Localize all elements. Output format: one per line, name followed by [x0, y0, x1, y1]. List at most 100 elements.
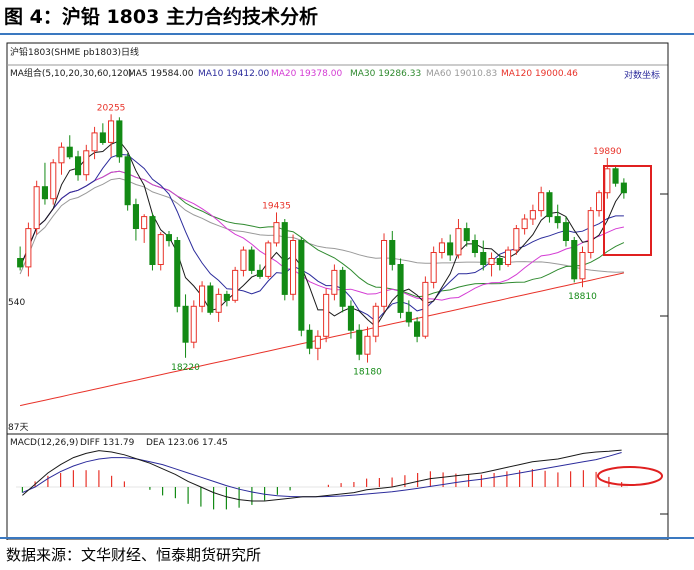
candle-body — [562, 222, 570, 242]
candle-body — [546, 192, 553, 218]
ma30-label: MA30 19286.33 — [350, 69, 421, 79]
candle-body — [165, 234, 172, 242]
price-extreme-label: 18180 — [353, 368, 382, 378]
candle-body — [75, 156, 82, 176]
price-labels-group: 20255 19435 18220 18180 18810 19890 — [97, 103, 622, 377]
candle-body — [463, 228, 470, 242]
candle-body — [364, 335, 371, 355]
candle-body — [149, 216, 156, 266]
symbol-label: 沪铅1803(SHME pb1803)日线 — [10, 46, 139, 58]
candle-body — [480, 252, 487, 265]
figure-title: 图 4：沪铅 1803 主力合约技术分析 — [4, 6, 318, 28]
candle-body — [99, 132, 106, 143]
left-axis-fragment-mid: 540 — [8, 298, 25, 308]
candle-body — [190, 305, 197, 343]
candle-body — [323, 293, 330, 337]
price-extreme-label: 19890 — [593, 147, 622, 157]
price-extreme-label: 18810 — [568, 292, 597, 302]
candle-body — [223, 293, 230, 301]
candle-body — [66, 146, 73, 158]
macd-dea-line — [22, 452, 622, 498]
candle-body — [587, 210, 594, 254]
candle-body — [571, 240, 578, 280]
candle-body — [529, 210, 536, 220]
ma60-label: MA60 19010.83 — [426, 69, 497, 79]
macd-highlight-ellipse — [597, 466, 663, 486]
source-divider — [0, 537, 694, 539]
log-scale-toggle[interactable]: 对数坐标 — [624, 69, 660, 81]
ma20-label: MA20 19378.00 — [271, 69, 342, 79]
title-divider — [0, 33, 694, 35]
candle-body — [579, 252, 586, 280]
ma-group-label: MA组合(5,10,20,30,60,120) — [10, 67, 132, 79]
candle-body — [488, 258, 495, 265]
candle-body — [83, 150, 90, 176]
candle-body — [41, 186, 49, 200]
candle-body — [521, 218, 528, 230]
candle-body — [265, 242, 272, 277]
candle-body — [25, 228, 32, 268]
candle-body — [347, 305, 354, 331]
highlight-box — [603, 165, 652, 256]
left-axis-fragment-bottom: 87天 — [8, 423, 28, 433]
candle-body — [356, 329, 363, 355]
candle-body — [108, 120, 115, 143]
macd-diff-label: DIFF 131.79 — [80, 438, 135, 448]
macd-label: MACD(12,26,9) — [10, 438, 78, 448]
candlestick-chart: 沪铅1803(SHME pb1803)日线 MA组合(5,10,20,30,60… — [6, 42, 669, 540]
macd-dea-label: DEA 123.06 — [146, 438, 199, 448]
candle-body — [207, 285, 214, 313]
ma10-label: MA10 19412.00 — [198, 69, 269, 79]
candle-body — [182, 305, 189, 343]
candle-body — [50, 162, 57, 200]
candle-body — [331, 269, 338, 295]
candle-body — [33, 186, 40, 230]
candle-body — [505, 249, 512, 266]
candle-body — [199, 285, 206, 307]
candle-body — [232, 269, 239, 301]
candle-body — [496, 258, 503, 265]
candle-body — [281, 222, 288, 295]
candle-body — [414, 321, 421, 337]
candle-body — [132, 204, 139, 230]
candle-body — [339, 269, 346, 307]
macd-panel — [16, 449, 628, 510]
candle-body — [256, 269, 263, 277]
ma5-label: MA5 19584.00 — [128, 69, 194, 79]
candle-body — [116, 120, 123, 158]
candle-body — [471, 240, 478, 253]
candle-body — [612, 168, 619, 184]
candle-body — [17, 258, 24, 268]
candle-body — [447, 242, 454, 256]
candle-body — [273, 222, 280, 244]
candle-body — [538, 192, 545, 212]
candle-body — [124, 156, 131, 206]
candle-body — [405, 311, 412, 323]
candle-body — [141, 216, 148, 230]
candles-group — [17, 114, 627, 363]
candle-body — [240, 249, 247, 271]
candle-body — [215, 293, 222, 313]
candle-body — [430, 252, 437, 283]
data-source: 数据来源：文华财经、恒泰期货研究所 — [6, 546, 262, 564]
candle-body — [306, 329, 313, 349]
price-extreme-label: 20255 — [97, 103, 126, 113]
candle-body — [455, 228, 462, 256]
candle-body — [604, 168, 611, 194]
candle-body — [157, 234, 164, 266]
candle-body — [91, 132, 98, 152]
candle-body — [248, 249, 255, 271]
ma60-line — [19, 177, 624, 275]
candle-body — [372, 305, 379, 337]
candle-body — [314, 335, 321, 349]
ma120-label: MA120 19000.46 — [501, 69, 578, 79]
candle-body — [620, 182, 627, 194]
price-extreme-label: 19435 — [262, 201, 291, 211]
candle-body — [381, 240, 388, 307]
candle-body — [389, 240, 396, 265]
ma20-line — [19, 170, 625, 301]
candle-body — [174, 240, 181, 307]
candle-body — [290, 240, 297, 295]
candle-body — [58, 146, 65, 164]
candle-body — [438, 242, 445, 253]
